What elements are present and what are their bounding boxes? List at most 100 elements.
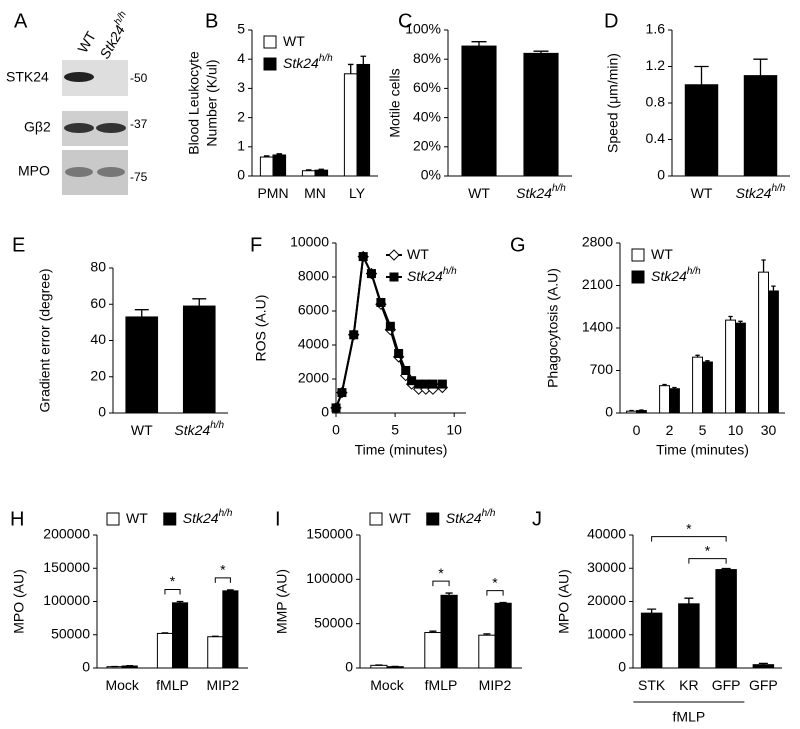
significance-bracket [688,558,727,564]
bar [461,45,497,177]
error-bar [647,608,657,614]
y-tick-label: 4000 [298,336,329,352]
bar [172,602,189,669]
error-bar [694,65,709,85]
legend-label: WT [389,510,411,526]
x-tick-label: WT [131,422,153,438]
y-axis-label: MMP (AU) [274,569,290,634]
text-part: GFP [749,677,778,693]
x-tick-label: 10 [446,422,462,438]
text-part: WT [407,246,429,262]
blot-marker: -75 [130,170,148,184]
bar [182,305,216,414]
bar [259,156,274,177]
text-part: 2 [666,422,674,438]
significance-label: * [492,574,498,590]
panel-letter: D [604,10,618,32]
x-tick-label: fMLP [425,677,458,693]
error-bar [721,567,731,570]
legend-label: Stk24h/h [651,266,701,284]
blot-band [64,72,94,82]
bar [669,388,680,414]
marker [437,379,447,389]
error-bar [753,58,768,76]
y-tick-label: 20000 [587,592,626,608]
y-tick-label: 40000 [587,526,626,542]
y-axis-label: Blood Leukocyte [186,51,202,155]
y-tick-label: 1.2 [646,57,666,73]
text-part: 30 [761,422,777,438]
marker [394,349,404,358]
error-bar [758,662,768,665]
legend-marker [389,272,399,282]
y-tick-label: 60 [90,295,106,311]
significance-bracket [214,577,231,583]
panel-letter: H [10,508,24,530]
text-part: 0 [633,422,641,438]
x-tick-label: MIP2 [206,677,239,693]
text-part: WT [126,510,148,526]
y-tick-label: 3 [237,79,245,95]
legend-swatch [631,248,645,262]
panel-letter: F [250,234,262,256]
y-tick-label: 0.4 [646,130,666,146]
legend-swatch [369,512,383,526]
y-tick-label: 0 [345,659,353,675]
x-tick-label: 0 [633,422,641,438]
x-tick-label: LY [349,185,366,201]
marker [331,403,341,413]
x-tick-label: MIP2 [479,677,512,693]
error-bar [134,309,149,317]
error-bar [771,285,776,291]
blot-band [97,167,125,177]
y-tick-label: 1.6 [646,21,666,37]
y-tick-label: 0 [605,404,613,420]
significance-bracket [651,536,727,542]
text-part: MIP2 [479,677,512,693]
x-tick-label: GFP [749,677,778,693]
text-part: fMLP [156,677,189,693]
x-tick-label: WT [468,185,490,201]
y-tick-label: 20 [90,367,106,383]
significance-label: * [220,562,226,578]
marker [376,298,386,307]
legend-swatch [263,35,277,49]
bar [424,632,442,669]
bar [702,361,713,414]
text-part: WT [468,185,490,201]
error-bar [684,597,694,604]
blot-row-label: Gβ2 [24,119,51,135]
y-tick-label: 20% [413,138,441,154]
text-part: 10 [728,422,744,438]
text-part: Stk24 [446,510,482,526]
bar [743,75,778,177]
error-bar [161,632,169,634]
bar [478,634,496,669]
error-bar [705,360,710,362]
y-tick-label: 80% [413,50,441,66]
blot-band [96,123,126,133]
panel-letter: I [275,508,281,530]
marker [366,269,376,279]
panel-letter: A [14,10,28,32]
text-part: WT [389,510,411,526]
marker [428,379,438,389]
x-tick-label: Stk24h/h [736,183,786,201]
text-part: STK [638,677,666,693]
group-label: fMLP [673,709,706,725]
error-bar [263,155,270,158]
bar [636,410,647,414]
panel-letter: C [398,10,412,32]
bar [659,385,670,414]
error-bar [738,320,743,324]
x-axis-label: Time (minutes) [656,442,749,458]
error-bar [305,169,312,171]
blot-row-label: STK24 [6,69,49,85]
y-tick-label: 8000 [298,268,329,284]
bar [692,356,703,414]
y-tick-label: 50000 [51,625,90,641]
x-tick-label: Mock [370,677,404,693]
legend-swatch [263,57,277,71]
text-part: h/h [771,183,785,194]
